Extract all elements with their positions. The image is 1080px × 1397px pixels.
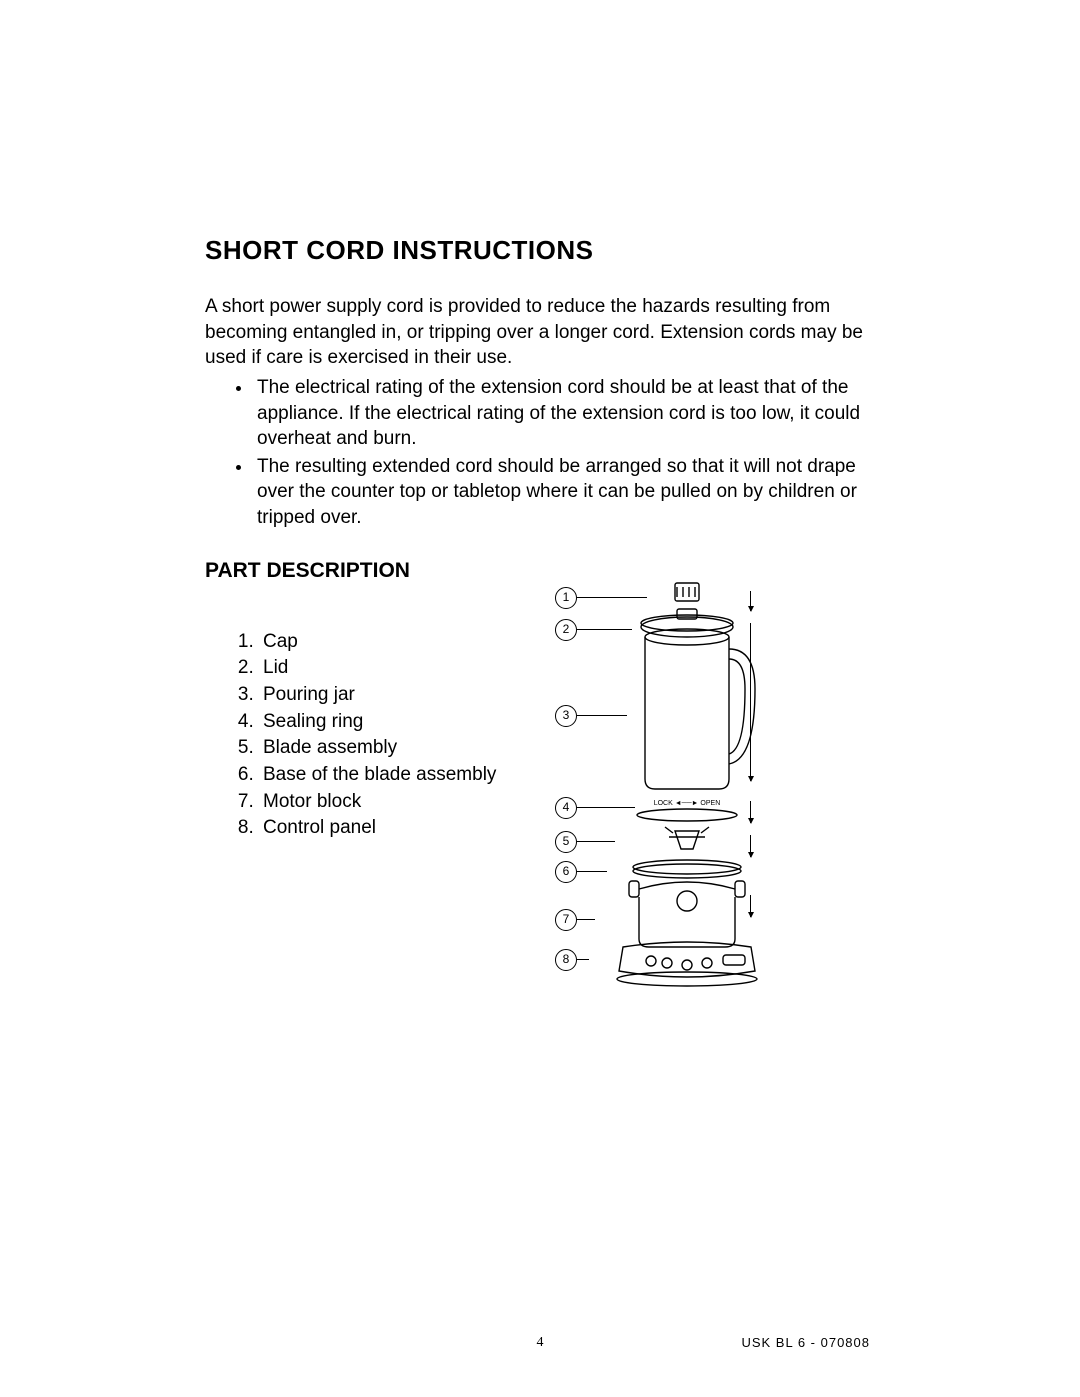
blender-sketch-icon: LOCK ◄──► OPEN bbox=[605, 579, 765, 999]
parts-list-column: Cap Lid Pouring jar Sealing ring Blade a… bbox=[205, 629, 545, 842]
callout-8: 8 bbox=[555, 949, 577, 971]
callout-6: 6 bbox=[555, 861, 577, 883]
leader-line bbox=[577, 871, 607, 872]
parts-diagram-column: 1 2 3 4 5 6 7 8 bbox=[545, 629, 875, 1059]
part-item: Pouring jar bbox=[259, 682, 545, 708]
callout-7: 7 bbox=[555, 909, 577, 931]
part-item: Sealing ring bbox=[259, 709, 545, 735]
part-item: Base of the blade assembly bbox=[259, 762, 545, 788]
bullet-item: The resulting extended cord should be ar… bbox=[253, 454, 875, 531]
part-item: Control panel bbox=[259, 815, 545, 841]
callout-5: 5 bbox=[555, 831, 577, 853]
callout-2: 2 bbox=[555, 619, 577, 641]
callout-1: 1 bbox=[555, 587, 577, 609]
manual-page: SHORT CORD INSTRUCTIONS A short power su… bbox=[0, 0, 1080, 1397]
callout-3: 3 bbox=[555, 705, 577, 727]
heading-short-cord: SHORT CORD INSTRUCTIONS bbox=[205, 235, 875, 266]
part-item: Motor block bbox=[259, 789, 545, 815]
parts-ordered-list: Cap Lid Pouring jar Sealing ring Blade a… bbox=[205, 629, 545, 841]
callout-4: 4 bbox=[555, 797, 577, 819]
leader-line bbox=[577, 959, 589, 960]
part-item: Blade assembly bbox=[259, 735, 545, 761]
svg-text:LOCK ◄──► OPEN: LOCK ◄──► OPEN bbox=[654, 800, 721, 807]
parts-section: Cap Lid Pouring jar Sealing ring Blade a… bbox=[205, 629, 875, 1059]
part-item: Lid bbox=[259, 655, 545, 681]
page-number: 4 bbox=[0, 1335, 1080, 1351]
leader-line bbox=[577, 919, 595, 920]
part-item: Cap bbox=[259, 629, 545, 655]
bullet-item: The electrical rating of the extension c… bbox=[253, 375, 875, 452]
intro-paragraph: A short power supply cord is provided to… bbox=[205, 294, 875, 371]
extension-cord-bullets: The electrical rating of the extension c… bbox=[253, 375, 875, 531]
blender-exploded-diagram: 1 2 3 4 5 6 7 8 bbox=[545, 579, 785, 1029]
document-id: USK BL 6 - 070808 bbox=[741, 1335, 870, 1350]
